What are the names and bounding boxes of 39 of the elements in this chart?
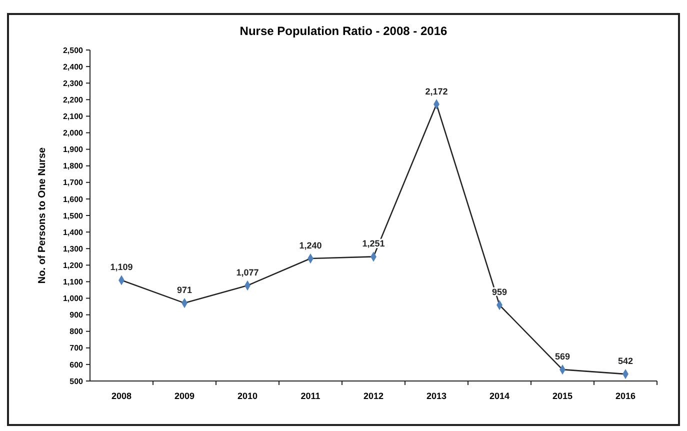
- y-tick-label: 2,200: [62, 95, 84, 104]
- y-tick-label: 1,200: [62, 260, 84, 270]
- y-tick-label: 800: [70, 327, 84, 336]
- data-label: 569: [554, 352, 570, 362]
- y-tick-label: 500: [70, 376, 84, 386]
- x-tick-label: 2009: [174, 391, 195, 401]
- y-tick-label: 1,100: [62, 278, 84, 286]
- y-axis-title: No. of Persons to One Nurse: [37, 147, 48, 284]
- data-label: 971: [176, 285, 192, 296]
- x-tick-label: 2014: [489, 391, 510, 401]
- y-tick-label: 700: [70, 344, 84, 353]
- data-label: 2,172: [425, 86, 448, 96]
- x-tick-label: 2016: [615, 391, 636, 401]
- y-tick-label: 1,300: [62, 244, 84, 254]
- x-tick-label: 2011: [300, 391, 320, 401]
- y-tick-label: 2,500: [62, 46, 84, 55]
- x-tick-label: 2012: [363, 391, 384, 401]
- y-tick-label: 2,400: [62, 62, 84, 72]
- chart-title: Nurse Population Ratio - 2008 - 2016: [240, 24, 448, 38]
- y-tick-label: 2,300: [62, 78, 84, 88]
- x-tick-label: 2013: [426, 391, 447, 401]
- x-tick-label: 2008: [111, 391, 132, 401]
- data-label: 542: [618, 356, 634, 366]
- y-tick-label: 1,500: [62, 211, 84, 220]
- x-tick-label: 2015: [552, 391, 573, 401]
- x-tick-label: 2010: [237, 391, 258, 401]
- y-tick-label: 1,700: [62, 178, 84, 188]
- y-tick-label: 1,800: [62, 162, 84, 171]
- data-label: 1,109: [110, 262, 133, 272]
- y-tick-label: 900: [70, 310, 84, 320]
- y-tick-label: 2,100: [62, 112, 84, 121]
- data-label: 1,240: [299, 240, 322, 251]
- data-label: 1,077: [236, 268, 259, 278]
- y-tick-label: 1,900: [62, 145, 84, 154]
- y-tick-label: 600: [70, 360, 84, 370]
- y-tick-label: 2,000: [62, 128, 84, 138]
- y-tick-label: 1,400: [62, 228, 84, 237]
- y-tick-label: 1,000: [62, 294, 84, 304]
- y-tick-label: 1,600: [62, 194, 84, 204]
